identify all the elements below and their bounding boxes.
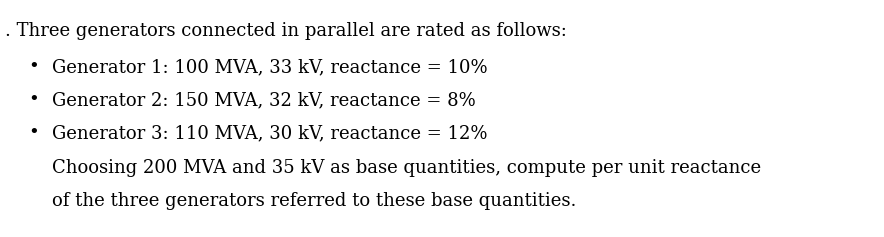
Text: Choosing 200 MVA and 35 kV as base quantities, compute per unit reactance: Choosing 200 MVA and 35 kV as base quant…: [52, 159, 761, 177]
Text: •: •: [28, 124, 39, 142]
Text: Generator 3: 110 MVA, 30 kV, reactance = 12%: Generator 3: 110 MVA, 30 kV, reactance =…: [52, 124, 487, 142]
Text: . Three generators connected in parallel are rated as follows:: . Three generators connected in parallel…: [5, 22, 567, 40]
Text: of the three generators referred to these base quantities.: of the three generators referred to thes…: [52, 192, 576, 210]
Text: Generator 1: 100 MVA, 33 kV, reactance = 10%: Generator 1: 100 MVA, 33 kV, reactance =…: [52, 58, 488, 76]
Text: Generator 2: 150 MVA, 32 kV, reactance = 8%: Generator 2: 150 MVA, 32 kV, reactance =…: [52, 91, 476, 109]
Text: •: •: [28, 58, 39, 76]
Text: •: •: [28, 91, 39, 109]
